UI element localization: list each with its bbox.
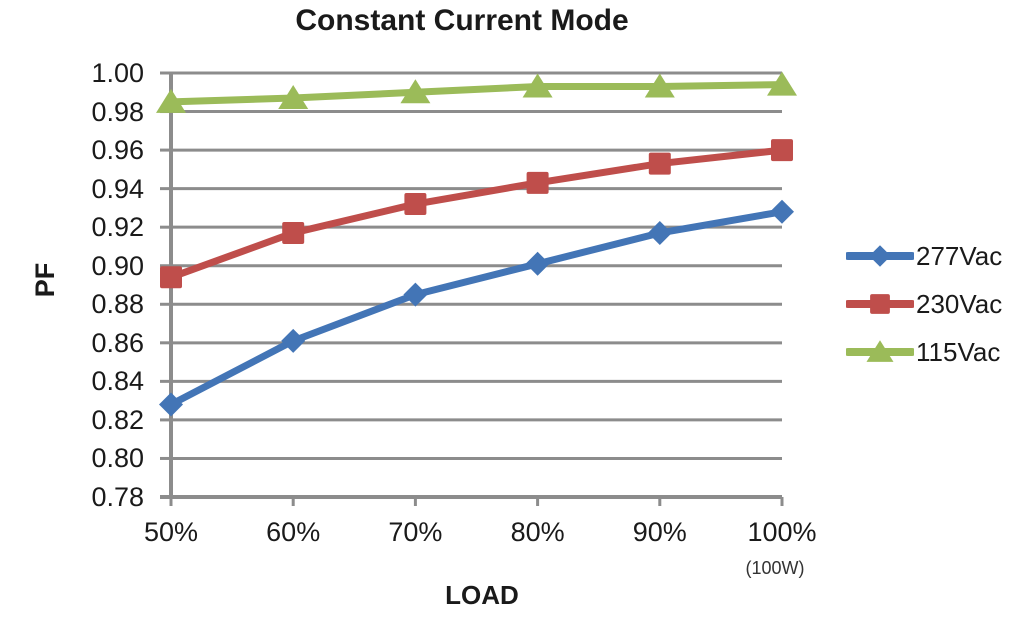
legend-diamond-marker-icon: [846, 245, 914, 267]
x-tick-label: 90%: [632, 517, 687, 547]
y-tick-label: 0.84: [91, 366, 144, 397]
y-tick-label: 0.92: [91, 212, 144, 243]
legend-label: 230Vac: [916, 288, 1003, 319]
x-tick-label: 70%: [388, 517, 443, 547]
y-tick-label: 0.80: [91, 443, 144, 474]
x-tick-label: 100%: [747, 517, 817, 547]
x-tick-label: 50%: [143, 517, 199, 547]
y-tick-label: 1.00: [91, 58, 144, 88]
x-axis-title: LOAD: [445, 580, 519, 610]
legend-label: 115Vac: [916, 336, 1001, 367]
x-tick-label: 60%: [266, 517, 321, 547]
legend: 277Vac 230Vac 115Vac: [846, 232, 1022, 376]
chart-title: Constant Current Mode: [295, 4, 629, 37]
y-tick-label: 0.94: [91, 173, 144, 204]
x-axis-note: (100W): [745, 558, 805, 578]
legend-label: 277Vac: [916, 240, 1003, 271]
legend-item-115vac: 115Vac: [846, 328, 1022, 376]
legend-square-marker-icon: [846, 294, 914, 314]
y-tick-label: 0.88: [91, 289, 144, 320]
y-tick-label: 0.96: [91, 135, 144, 166]
y-tick-label: 0.86: [91, 327, 144, 358]
y-tick-label: 0.90: [91, 250, 144, 281]
y-tick-label: 0.78: [91, 482, 144, 512]
legend-triangle-marker-icon: [846, 340, 914, 362]
legend-item-277vac: 277Vac: [846, 232, 1022, 280]
x-tick-label: 80%: [510, 517, 565, 547]
y-axis-title: PF: [29, 262, 60, 298]
legend-item-230vac: 230Vac: [846, 280, 1022, 328]
y-tick-label: 0.98: [91, 96, 144, 127]
y-tick-label: 0.82: [91, 404, 144, 435]
